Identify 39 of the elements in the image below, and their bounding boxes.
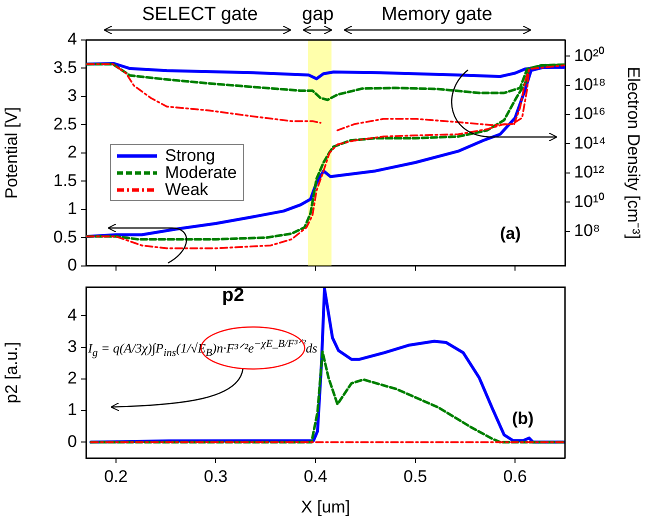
y-tick-label: 2 [68,368,77,388]
y-tick-label: 1 [68,199,77,218]
annotation: p2 [222,285,244,307]
y-tick-label: 0 [68,432,77,451]
y-tick-label: 0 [68,255,77,274]
y-axis-title: Potential [V] [2,107,21,199]
y-tick-label: 1.5 [53,170,77,190]
legend-label: Moderate [165,163,237,182]
x-tick-label: 0.3 [204,466,228,486]
x-tick-label: 0.2 [104,466,128,486]
y2-tick-label: 10²⁰ [574,46,605,65]
x-tick-label: 0.5 [403,466,428,486]
y2-tick-label: 10¹² [574,162,605,182]
y-tick-label: 3 [68,336,77,356]
y-tick-label: 3.5 [53,58,77,77]
text: Memory gate [382,4,492,26]
x-axis-title: X [um] [300,497,350,516]
y-tick-label: 4 [68,30,77,49]
legend-label: Strong [165,146,216,165]
x-tick-label: 0.4 [304,466,328,486]
annotation: (b) [512,409,534,429]
y-tick-label: 2.5 [53,114,77,134]
x-tick-label: 0.6 [503,466,527,486]
y-tick-label: 0.5 [53,227,77,246]
annotation: (a) [500,224,521,244]
y-tick-label: 4 [68,305,77,324]
y2-tick-label: 10¹⁴ [574,133,606,152]
y2-tick-label: 10¹⁶ [574,104,606,124]
text: gap [302,4,334,26]
y-axis-title: p2 [a.u.] [2,342,21,404]
y-tick-label: 1 [68,400,77,420]
y-tick-label: 2 [68,142,77,162]
y2-tick-label: 10⁸ [574,221,600,240]
y2-axis-title: Electron Density [cm⁻³] [624,66,644,240]
legend-label: Weak [165,180,208,199]
y-tick-label: 3 [68,86,77,106]
y2-tick-label: 10¹⁸ [574,74,606,94]
y2-tick-label: 10¹⁰ [574,192,605,211]
text: SELECT gate [142,4,258,26]
